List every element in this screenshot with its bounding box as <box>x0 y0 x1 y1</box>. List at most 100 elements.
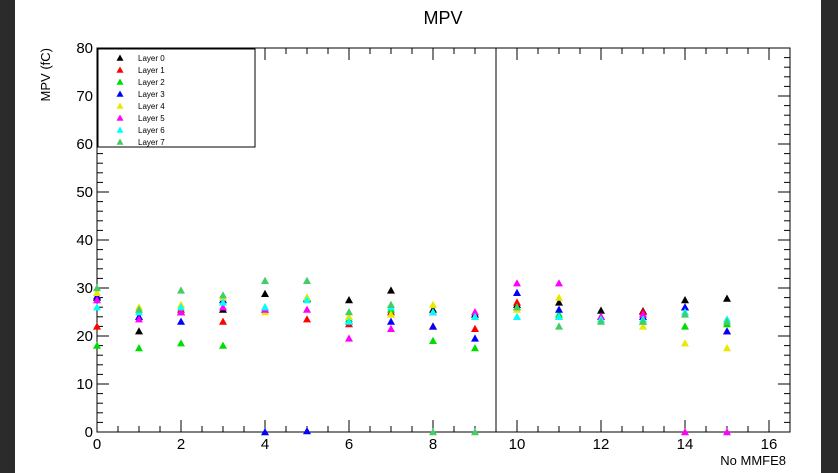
data-point[interactable] <box>135 344 143 352</box>
legend-label: Layer 1 <box>138 66 165 75</box>
y-axis-title: MPV (fC) <box>38 48 53 101</box>
data-point[interactable] <box>261 276 269 284</box>
data-point[interactable] <box>387 310 395 318</box>
data-point[interactable] <box>513 298 521 306</box>
legend-marker <box>116 66 124 73</box>
x-axis-title: No MMFE8 <box>720 453 786 468</box>
data-point[interactable] <box>219 298 227 306</box>
data-point[interactable] <box>177 339 185 347</box>
y-tick-label: 40 <box>76 232 93 249</box>
x-tick-label: 6 <box>345 436 353 453</box>
legend-marker <box>116 54 124 61</box>
data-point[interactable] <box>387 286 395 294</box>
data-point[interactable] <box>93 322 101 330</box>
data-point[interactable] <box>639 310 647 318</box>
data-point[interactable] <box>93 284 101 292</box>
x-tick-label: 0 <box>93 436 101 453</box>
data-point[interactable] <box>429 322 437 330</box>
data-point[interactable] <box>723 344 731 352</box>
data-point[interactable] <box>555 322 563 330</box>
data-point[interactable] <box>135 315 143 323</box>
y-tick-label: 0 <box>85 424 93 441</box>
data-point[interactable] <box>345 312 353 320</box>
data-point[interactable] <box>345 334 353 342</box>
data-point[interactable] <box>597 317 605 325</box>
data-point[interactable] <box>219 303 227 311</box>
legend-label: Layer 3 <box>138 90 165 99</box>
data-point[interactable] <box>177 286 185 294</box>
data-point[interactable] <box>681 303 689 311</box>
data-point[interactable] <box>387 317 395 325</box>
legend-label: Layer 4 <box>138 102 165 111</box>
x-tick-label: 16 <box>761 436 778 453</box>
data-point[interactable] <box>471 334 479 342</box>
data-point[interactable] <box>93 288 101 296</box>
y-tick-label: 50 <box>76 184 93 201</box>
data-point[interactable] <box>429 336 437 344</box>
data-point[interactable] <box>387 324 395 332</box>
data-point[interactable] <box>93 341 101 349</box>
data-point[interactable] <box>597 306 605 314</box>
data-point[interactable] <box>555 279 563 287</box>
data-point[interactable] <box>555 305 563 313</box>
legend-label: Layer 0 <box>138 54 165 63</box>
data-point[interactable] <box>345 308 353 316</box>
data-point[interactable] <box>261 289 269 297</box>
data-point[interactable] <box>135 305 143 313</box>
data-point[interactable] <box>219 317 227 325</box>
data-point[interactable] <box>471 344 479 352</box>
data-point[interactable] <box>555 293 563 301</box>
data-point[interactable] <box>177 303 185 311</box>
data-point[interactable] <box>513 312 521 320</box>
data-point[interactable] <box>681 310 689 318</box>
data-point[interactable] <box>303 305 311 313</box>
data-point[interactable] <box>471 324 479 332</box>
data-point[interactable] <box>429 300 437 308</box>
data-point[interactable] <box>723 428 731 436</box>
data-point[interactable] <box>513 279 521 287</box>
data-point[interactable] <box>723 317 731 325</box>
chart-canvas: MPV MPV (fC) No MMFE8 0 10 20 30 40 50 60 70 80 0… <box>15 0 821 473</box>
data-point[interactable] <box>93 296 101 304</box>
data-point[interactable] <box>471 428 479 436</box>
data-point[interactable] <box>681 428 689 436</box>
data-point[interactable] <box>723 294 731 302</box>
data-point[interactable] <box>387 300 395 308</box>
y-tick-label: 70 <box>76 88 93 105</box>
data-point[interactable] <box>219 291 227 299</box>
data-point[interactable] <box>681 322 689 330</box>
data-point[interactable] <box>219 341 227 349</box>
data-point[interactable] <box>135 327 143 335</box>
data-point[interactable] <box>303 296 311 304</box>
data-point[interactable] <box>471 312 479 320</box>
data-point[interactable] <box>429 428 437 436</box>
data-point[interactable] <box>345 296 353 304</box>
data-point[interactable] <box>303 315 311 323</box>
y-tick-label: 30 <box>76 280 93 297</box>
data-point[interactable] <box>681 296 689 304</box>
data-point[interactable] <box>177 308 185 316</box>
legend-marker <box>116 126 124 133</box>
data-point[interactable] <box>639 322 647 330</box>
data-point[interactable] <box>261 428 269 436</box>
legend-label: Layer 6 <box>138 126 165 135</box>
data-point[interactable] <box>429 308 437 316</box>
data-point[interactable] <box>555 312 563 320</box>
data-point[interactable] <box>555 298 563 306</box>
data-point[interactable] <box>345 317 353 325</box>
data-point[interactable] <box>513 303 521 311</box>
legend-label: Layer 2 <box>138 78 165 87</box>
data-point[interactable] <box>723 327 731 335</box>
data-point[interactable] <box>471 308 479 316</box>
data-point[interactable] <box>303 427 311 435</box>
data-point[interactable] <box>93 303 101 311</box>
x-tick-label: 2 <box>177 436 185 453</box>
legend-box <box>97 48 256 148</box>
data-point[interactable] <box>261 303 269 311</box>
data-point[interactable] <box>177 317 185 325</box>
data-point[interactable] <box>513 288 521 296</box>
data-point[interactable] <box>639 317 647 325</box>
y-tick-label: 80 <box>76 40 93 57</box>
data-point[interactable] <box>681 339 689 347</box>
data-point[interactable] <box>303 276 311 284</box>
